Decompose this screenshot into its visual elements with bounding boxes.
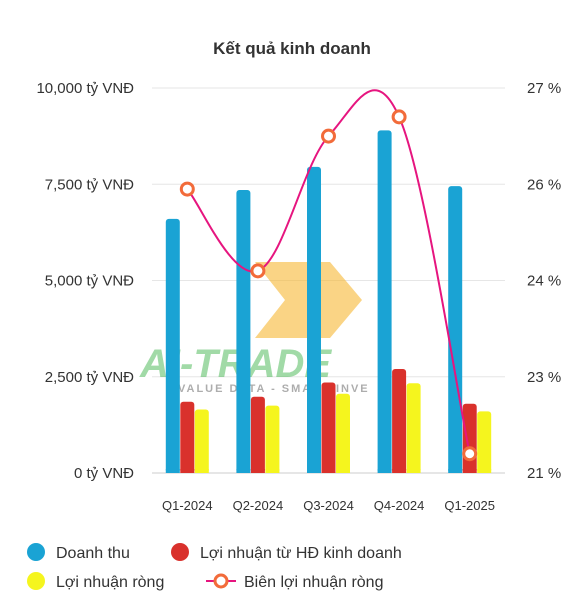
bar-base [236,469,251,473]
legend-label: Lợi nhuận ròng [56,574,164,591]
bar-doanh-thu [448,186,463,474]
y-axis-left: 0 tỷ VNĐ 2,500 tỷ VNĐ 5,000 tỷ VNĐ 7,500 tỷ… [36,80,134,482]
y-axis-right: 21 % 23 % 24 % 26 % 27 % [527,80,561,482]
legend-item-doanh-thu[interactable]: Doanh thu [27,543,130,562]
bar-lợi-nhuận-từ-hđ-kinh-doanh [321,382,336,473]
net-margin-line [186,89,471,454]
net-margin-point [391,109,407,125]
bar-base [462,469,477,473]
net-margin-point [321,128,336,144]
y-left-tick-label: 10,000 tỷ VNĐ [36,80,134,97]
bar-base [265,469,280,473]
bar-base [336,469,350,473]
bar-lợi-nhuận-ròng [406,383,421,473]
line-series [179,89,478,462]
x-tick-label: Q2-2024 [233,498,284,513]
legend: Doanh thu Lợi nhuận từ HĐ kinh doanh Lợi… [27,543,402,591]
bar-lợi-nhuận-từ-hđ-kinh-doanh [462,403,477,473]
bar-base [180,469,195,473]
legend-marker [171,543,189,561]
y-right-tick-label: 24 % [527,273,561,290]
bar-base [250,469,265,473]
bar-doanh-thu [307,166,321,474]
net-margin-point [179,181,195,197]
y-left-tick-label: 2,500 tỷ VNĐ [45,369,134,386]
legend-item-loi-nhuan-rong[interactable]: Lợi nhuận ròng [27,572,164,591]
x-tick-label: Q3-2024 [303,498,354,513]
bar-doanh-thu [377,130,392,473]
bar-base [477,469,492,473]
bar-base [392,469,407,473]
legend-label: Lợi nhuận từ HĐ kinh doanh [200,545,402,562]
x-tick-label: Q4-2024 [374,498,425,513]
bar-lợi-nhuận-từ-hđ-kinh-doanh [392,369,407,473]
x-tick-label: Q1-2025 [444,498,495,513]
bar-base [377,469,392,473]
bar-base [307,469,321,473]
bar-base [194,469,209,473]
y-left-tick-label: 5,000 tỷ VNĐ [45,273,134,290]
legend-marker [213,573,229,589]
y-left-tick-label: 7,500 tỷ VNĐ [45,176,134,193]
y-right-tick-label: 26 % [527,176,561,193]
bar-base [448,469,463,473]
legend-item-bien-loi-nhuan[interactable]: Biên lợi nhuận ròng [206,573,383,591]
net-margin-point [462,446,478,462]
y-left-tick-label: 0 tỷ VNĐ [74,465,134,482]
chart-title: Kết quả kinh doanh [213,39,371,58]
bar-base [406,469,421,473]
bar-doanh-thu [236,190,251,473]
bar-base [321,469,336,473]
bar-base [165,469,180,473]
bar-lợi-nhuận-ròng [477,411,492,473]
watermark-tagline: VALUE DATA - SMART INVE [178,383,370,395]
net-margin-point [250,263,266,279]
y-right-tick-label: 21 % [527,465,561,482]
bar-lợi-nhuận-từ-hđ-kinh-doanh [250,396,265,473]
bar-lợi-nhuận-ròng [265,405,280,473]
bar-lợi-nhuận-ròng [336,393,350,473]
bar-doanh-thu [165,218,180,473]
y-right-tick-label: 27 % [527,80,561,97]
bar-lợi-nhuận-từ-hđ-kinh-doanh [180,401,195,473]
legend-marker [27,543,45,561]
legend-label: Doanh thu [56,545,130,562]
bar-lợi-nhuận-ròng [194,409,209,473]
legend-marker [27,572,45,590]
y-right-tick-label: 23 % [527,369,561,386]
legend-item-loi-nhuan-hdkd[interactable]: Lợi nhuận từ HĐ kinh doanh [171,543,402,562]
legend-label: Biên lợi nhuận ròng [244,574,383,591]
x-tick-label: Q1-2024 [162,498,213,513]
x-axis: Q1-2024 Q2-2024 Q3-2024 Q4-2024 Q1-2025 [162,498,495,513]
